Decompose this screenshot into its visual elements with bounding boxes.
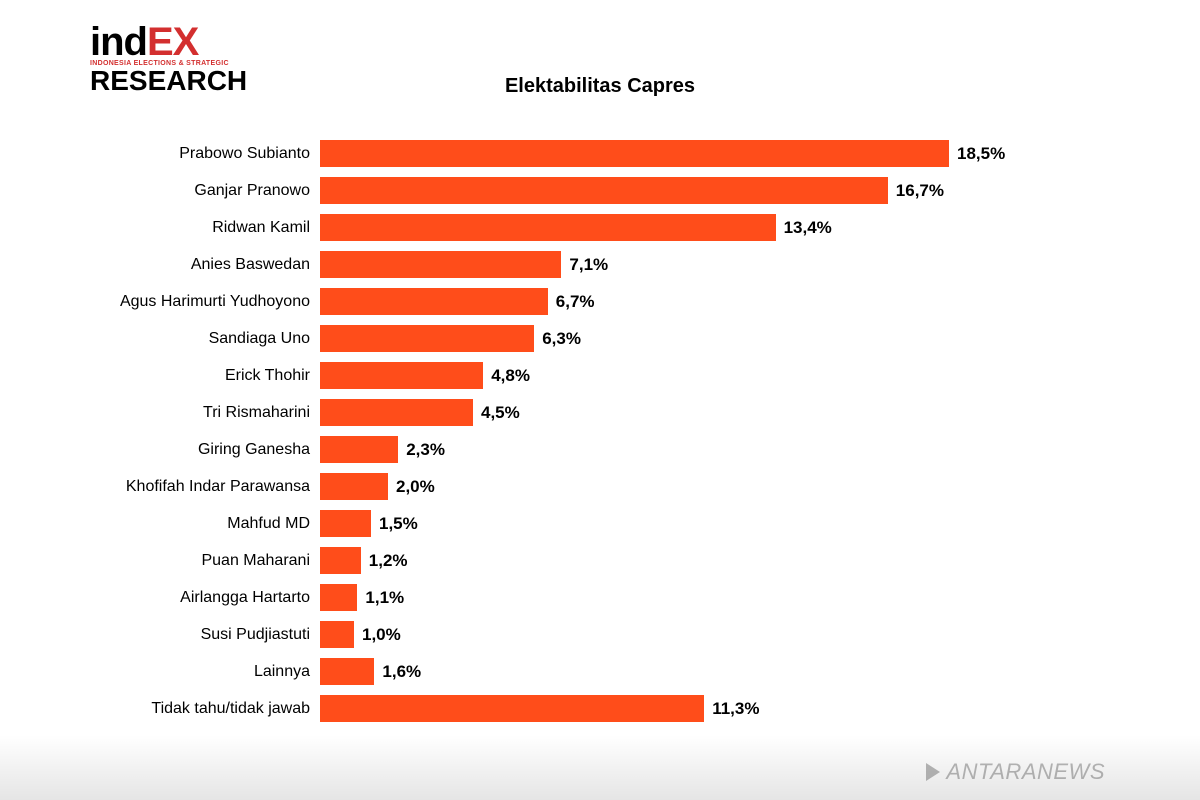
bar-value: 1,0%: [354, 625, 401, 645]
bar-area: 18,5%: [320, 140, 1110, 167]
bar-value: 4,8%: [483, 366, 530, 386]
bar-value: 18,5%: [949, 144, 1005, 164]
bar-area: 6,3%: [320, 325, 1110, 352]
bar-label: Lainnya: [90, 663, 320, 681]
bar-label: Erick Thohir: [90, 367, 320, 385]
bar: [320, 695, 704, 722]
chart-row: Anies Baswedan 7,1%: [90, 246, 1110, 283]
bar-value: 1,5%: [371, 514, 418, 534]
bar-value: 13,4%: [776, 218, 832, 238]
bar: [320, 621, 354, 648]
bar-label: Anies Baswedan: [90, 256, 320, 274]
chart-row: Sandiaga Uno 6,3%: [90, 320, 1110, 357]
bar: [320, 658, 374, 685]
bar: [320, 177, 888, 204]
chart-row: Prabowo Subianto 18,5%: [90, 135, 1110, 172]
bar-area: 1,5%: [320, 510, 1110, 537]
bar-area: 1,0%: [320, 621, 1110, 648]
bar-area: 6,7%: [320, 288, 1110, 315]
chart-row: Giring Ganesha 2,3%: [90, 431, 1110, 468]
chart-row: Ridwan Kamil 13,4%: [90, 209, 1110, 246]
bar: [320, 436, 398, 463]
chart-row: Susi Pudjiastuti 1,0%: [90, 616, 1110, 653]
bar-area: 13,4%: [320, 214, 1110, 241]
watermark: ANTARANEWS: [926, 759, 1105, 785]
watermark-text: ANTARANEWS: [946, 759, 1105, 785]
bar-area: 2,0%: [320, 473, 1110, 500]
play-icon: [926, 763, 940, 781]
bar-area: 1,2%: [320, 547, 1110, 574]
chart-row: Tri Rismaharini 4,5%: [90, 394, 1110, 431]
bar: [320, 362, 483, 389]
bar-value: 7,1%: [561, 255, 608, 275]
chart-row: Mahfud MD 1,5%: [90, 505, 1110, 542]
chart-row: Tidak tahu/tidak jawab 11,3%: [90, 690, 1110, 727]
bar-label: Ganjar Pranowo: [90, 182, 320, 200]
bar-area: 11,3%: [320, 695, 1110, 722]
chart-row: Puan Maharani 1,2%: [90, 542, 1110, 579]
chart-row: Khofifah Indar Parawansa 2,0%: [90, 468, 1110, 505]
bar-area: 16,7%: [320, 177, 1110, 204]
chart-row: Ganjar Pranowo 16,7%: [90, 172, 1110, 209]
bar-value: 2,3%: [398, 440, 445, 460]
bar: [320, 251, 561, 278]
logo-text-ind: ind: [90, 20, 147, 64]
bar-value: 1,6%: [374, 662, 421, 682]
logo-text-ex: EX: [147, 20, 198, 64]
bar-label: Susi Pudjiastuti: [90, 626, 320, 644]
bar: [320, 584, 357, 611]
bar: [320, 510, 371, 537]
bar-value: 1,1%: [357, 588, 404, 608]
bar-value: 1,2%: [361, 551, 408, 571]
logo-line1: indEX: [90, 25, 247, 59]
bar: [320, 547, 361, 574]
bar: [320, 399, 473, 426]
chart-row: Agus Harimurti Yudhoyono 6,7%: [90, 283, 1110, 320]
bar-value: 16,7%: [888, 181, 944, 201]
bar: [320, 473, 388, 500]
bar-area: 2,3%: [320, 436, 1110, 463]
chart-row: Erick Thohir 4,8%: [90, 357, 1110, 394]
bar-value: 6,3%: [534, 329, 581, 349]
bar: [320, 140, 949, 167]
bar-area: 7,1%: [320, 251, 1110, 278]
bar-value: 2,0%: [388, 477, 435, 497]
bar-label: Puan Maharani: [90, 552, 320, 570]
chart-title: Elektabilitas Capres: [0, 75, 1200, 98]
bar-area: 1,1%: [320, 584, 1110, 611]
chart-row: Airlangga Hartarto 1,1%: [90, 579, 1110, 616]
bar-label: Prabowo Subianto: [90, 145, 320, 163]
bar-chart: Prabowo Subianto 18,5% Ganjar Pranowo 16,7%…: [90, 135, 1110, 727]
bar-value: 6,7%: [548, 292, 595, 312]
bar-label: Airlangga Hartarto: [90, 589, 320, 607]
chart-row: Lainnya 1,6%: [90, 653, 1110, 690]
bar-label: Mahfud MD: [90, 515, 320, 533]
bar-label: Sandiaga Uno: [90, 330, 320, 348]
bar: [320, 288, 548, 315]
bar-value: 11,3%: [704, 699, 759, 719]
bar-label: Tri Rismaharini: [90, 404, 320, 422]
bar-label: Ridwan Kamil: [90, 219, 320, 237]
bar-area: 1,6%: [320, 658, 1110, 685]
bar-label: Agus Harimurti Yudhoyono: [90, 293, 320, 311]
bar-label: Khofifah Indar Parawansa: [90, 478, 320, 496]
bar-label: Tidak tahu/tidak jawab: [90, 700, 320, 718]
bar-label: Giring Ganesha: [90, 441, 320, 459]
bar: [320, 214, 776, 241]
bar: [320, 325, 534, 352]
bar-value: 4,5%: [473, 403, 520, 423]
bar-area: 4,5%: [320, 399, 1110, 426]
bar-area: 4,8%: [320, 362, 1110, 389]
